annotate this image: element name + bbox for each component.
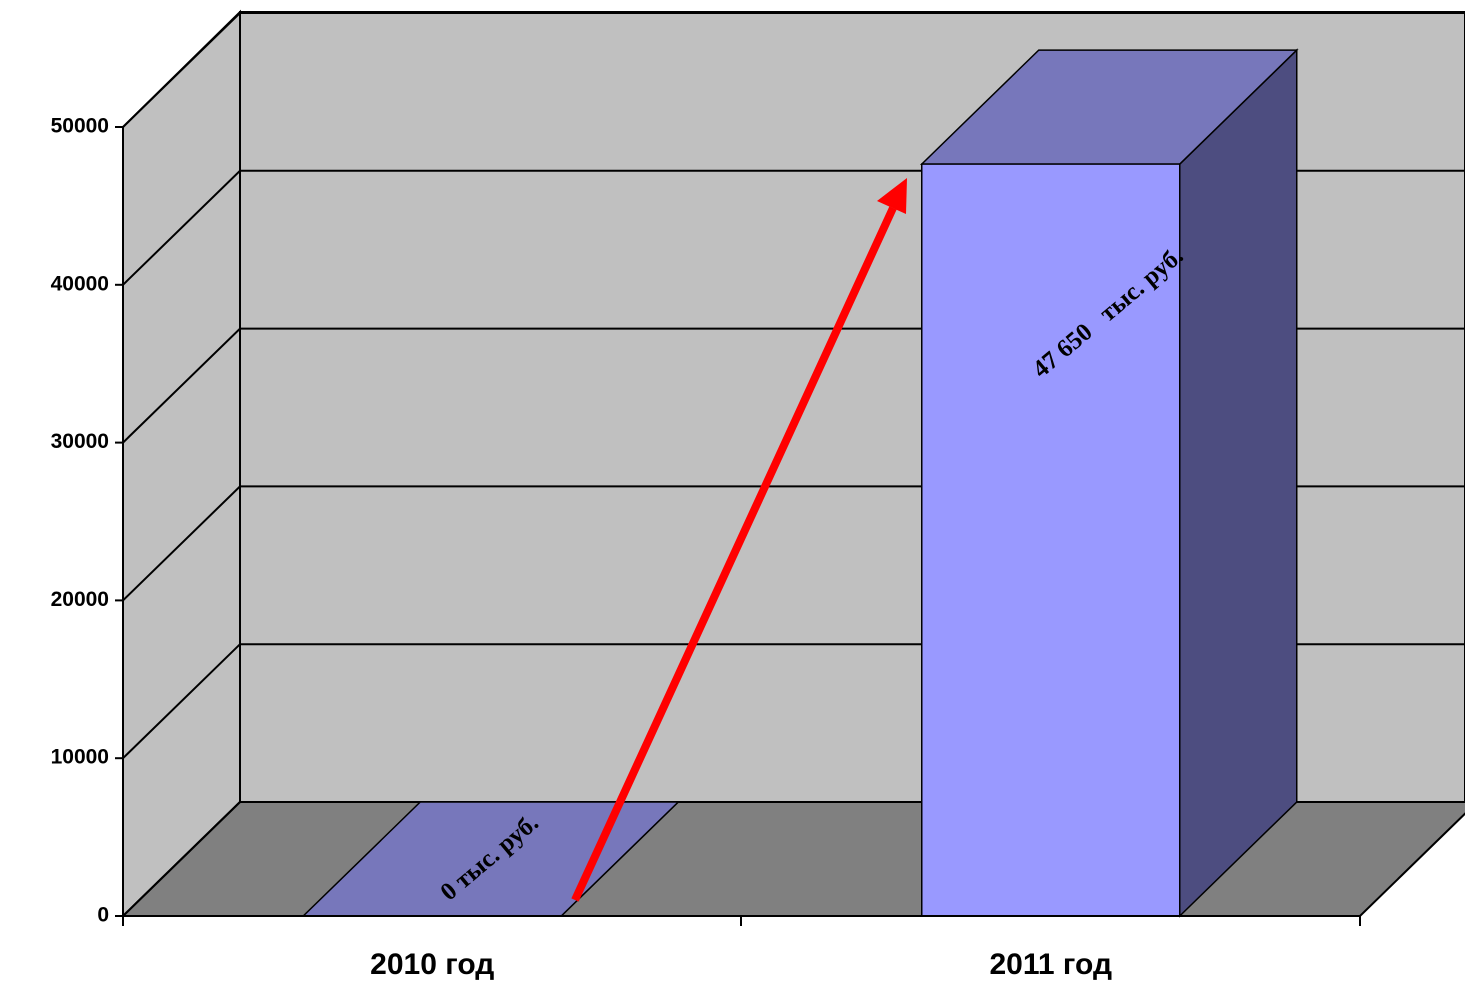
- bar-front: [921, 163, 1181, 917]
- arrow-head: [877, 178, 907, 214]
- y-tick-label: 0: [97, 904, 109, 927]
- y-tick-label: 20000: [51, 588, 109, 611]
- x-tick-label: 2010 год: [370, 948, 494, 981]
- bar: [919, 48, 1299, 918]
- grid-line: [122, 12, 1465, 128]
- y-tick-label: 50000: [51, 115, 109, 138]
- bar-side: [1179, 48, 1298, 918]
- y-tick-label: 30000: [51, 430, 109, 453]
- y-tick-label: 10000: [51, 746, 109, 769]
- x-tick-label: 2011 год: [990, 948, 1113, 981]
- side-wall: [122, 9, 241, 919]
- arrow: [571, 178, 907, 902]
- bars: [301, 48, 1299, 918]
- y-tick-label: 40000: [51, 272, 109, 295]
- arrow-shaft: [571, 206, 897, 902]
